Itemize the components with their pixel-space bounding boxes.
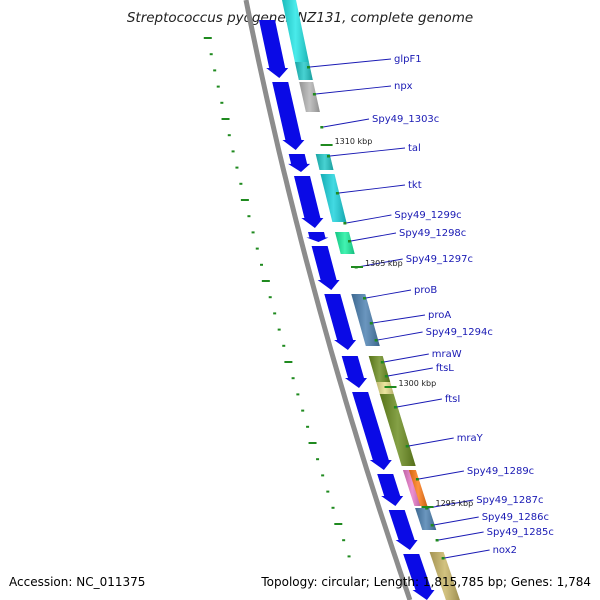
gene-arrow <box>377 474 404 506</box>
label-anchor <box>430 524 434 527</box>
gene-label[interactable]: proA <box>428 310 451 321</box>
label-anchor <box>393 406 397 409</box>
label-anchor <box>441 557 445 560</box>
label-leader <box>315 85 392 95</box>
gene-arrows <box>259 20 435 600</box>
label-anchor <box>384 375 388 378</box>
topology-text: Topology: circular; Length: 1,815,785 bp… <box>261 575 591 589</box>
cog-bar-shade <box>351 294 380 346</box>
gene-label[interactable]: ftsI <box>445 394 460 405</box>
label-leader <box>365 289 412 299</box>
label-anchor <box>348 240 351 243</box>
label-anchor <box>312 93 316 96</box>
label-anchor <box>343 222 347 225</box>
cog-bars <box>282 0 460 600</box>
label-anchor <box>363 297 366 300</box>
gene-arrow <box>294 176 324 228</box>
cog-bar-shade <box>415 508 437 530</box>
label-leader <box>309 58 392 68</box>
gene-label[interactable]: Spy49_1294c <box>426 327 493 338</box>
gene-label[interactable]: tal <box>408 143 421 154</box>
label-anchor <box>307 66 310 69</box>
scale-markers: 1310 kbp 1305 kbp 1300 kbp 1295 kbp <box>320 137 474 508</box>
cog-bar-shade <box>408 470 428 506</box>
gene-label[interactable]: mraY <box>457 433 484 444</box>
gene-arrow <box>259 20 289 78</box>
gene-label[interactable]: ftsL <box>436 363 454 374</box>
gene-arrow <box>306 232 329 242</box>
label-anchor <box>415 478 419 481</box>
scale-label: 1295 kbp <box>436 499 474 508</box>
label-leader <box>387 367 433 377</box>
cog-bar-shade <box>368 356 391 382</box>
gene-label[interactable]: Spy49_1285c <box>487 527 554 538</box>
label-leader <box>418 470 464 480</box>
label-anchor <box>435 539 439 542</box>
gene-label[interactable]: Spy49_1303c <box>372 114 439 125</box>
gene-label[interactable]: Spy49_1299c <box>394 210 461 221</box>
cog-bar-shade <box>335 232 355 254</box>
gene-arrow <box>311 246 340 290</box>
cog-bar-shade <box>429 552 460 600</box>
cog-bar-shade <box>282 0 309 62</box>
scale-label: 1305 kbp <box>365 259 403 268</box>
gene-label[interactable]: Spy49_1297c <box>406 254 473 265</box>
scale-label: 1300 kbp <box>399 379 437 388</box>
gene-label[interactable]: npx <box>394 81 413 92</box>
tick-marks <box>203 37 351 558</box>
label-leader <box>338 184 406 194</box>
label-anchor <box>374 339 378 342</box>
gene-arrow <box>388 510 418 550</box>
label-leader <box>377 331 423 341</box>
gene-label[interactable]: Spy49_1286c <box>482 512 549 523</box>
label-leader <box>372 314 426 324</box>
gene-label[interactable]: proB <box>414 285 437 296</box>
label-leader <box>396 398 442 408</box>
label-anchor <box>327 155 330 158</box>
gene-label[interactable]: tkt <box>408 180 422 191</box>
cog-bar-shade <box>320 174 347 222</box>
cog-bar-shade <box>294 62 313 80</box>
gene-label[interactable]: glpF1 <box>394 54 422 65</box>
cog-bar-shade <box>379 394 416 466</box>
label-leader <box>428 499 474 509</box>
map-title: Streptococcus pyogenes NZ131, complete g… <box>126 10 474 26</box>
label-anchor <box>380 361 384 364</box>
gene-label[interactable]: nox2 <box>493 545 517 556</box>
cog-bar-shade <box>315 154 334 170</box>
gene-arrow <box>341 356 367 388</box>
genome-backbone <box>243 0 413 600</box>
label-leader <box>438 531 484 541</box>
gene-arrow <box>403 554 435 600</box>
label-anchor <box>320 126 324 129</box>
label-leader <box>383 353 429 363</box>
scale-label: 1310 kbp <box>335 137 373 146</box>
gene-arrow <box>324 294 357 350</box>
label-anchor <box>335 192 339 195</box>
label-leader <box>408 437 454 447</box>
gene-arrow <box>288 154 311 172</box>
gene-label[interactable]: mraW <box>432 349 462 360</box>
gene-label[interactable]: Spy49_1289c <box>467 466 534 477</box>
label-leader <box>350 232 397 242</box>
accession-text: Accession: NC_011375 <box>9 575 146 589</box>
label-leader <box>357 258 403 268</box>
gene-label[interactable]: Spy49_1287c <box>476 495 543 506</box>
label-anchor <box>369 322 373 325</box>
label-anchor <box>405 445 409 448</box>
gene-label[interactable]: Spy49_1298c <box>399 228 466 239</box>
gene-arrow <box>352 392 392 470</box>
label-leader <box>329 147 406 157</box>
cog-bar-shade <box>299 82 320 112</box>
label-anchor <box>425 507 429 510</box>
gene-arrow <box>272 82 305 150</box>
label-leader <box>444 549 490 559</box>
label-leader <box>346 214 392 224</box>
cog-bar-shade <box>402 470 422 506</box>
label-leader <box>433 516 479 526</box>
label-leader <box>323 118 370 128</box>
